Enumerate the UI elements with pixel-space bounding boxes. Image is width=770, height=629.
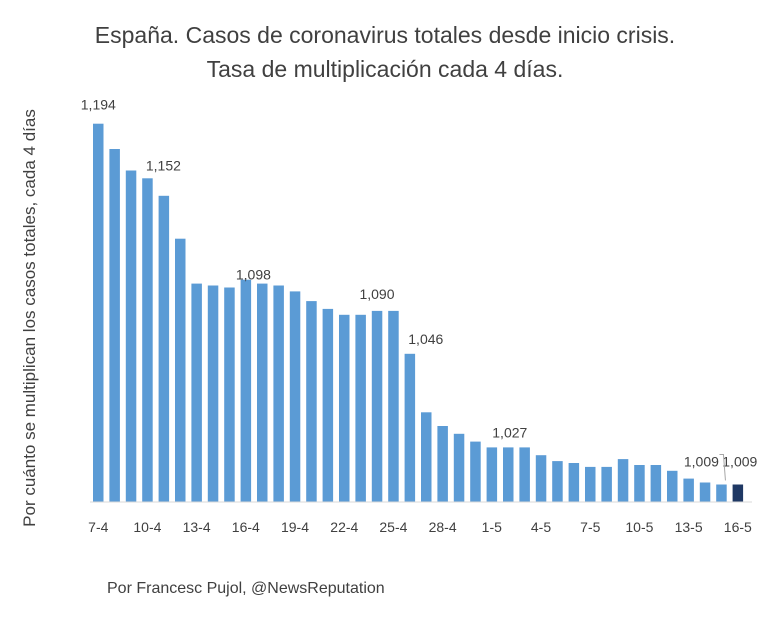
- bar-24-4: [371, 310, 383, 502]
- bar-group: [93, 123, 744, 503]
- data-label-16-5: 1,009: [722, 454, 757, 470]
- bar-11-4: [158, 195, 170, 503]
- bar-12-4: [175, 238, 186, 502]
- bar-10-5: [634, 465, 645, 502]
- bar-10-4: [142, 178, 153, 503]
- bar-2-5: [503, 447, 514, 502]
- x-tick-label: 4-5: [531, 519, 551, 535]
- x-tick-label: 19-4: [281, 519, 309, 535]
- x-tick-label: 1-5: [482, 519, 502, 535]
- chart-title: España. Casos de coronavirus totales des…: [0, 18, 770, 86]
- bar-15-5: [716, 484, 727, 502]
- data-label-26-4: 1,046: [408, 331, 443, 347]
- y-axis-label-container: Por cuánto se multiplican los casos tota…: [18, 88, 42, 548]
- bar-23-4: [355, 314, 366, 502]
- x-tick-label: 7-4: [88, 519, 108, 535]
- bar-8-5: [601, 466, 612, 502]
- bar-1-5: [486, 447, 498, 502]
- bar-21-4: [322, 308, 334, 502]
- bar-14-5: [699, 482, 711, 502]
- bar-18-4: [273, 285, 284, 502]
- bar-11-5: [650, 465, 662, 502]
- x-tick-label: 7-5: [580, 519, 600, 535]
- chart-title-line2: Tasa de multiplicación cada 4 días.: [206, 56, 564, 82]
- bar-9-4: [125, 170, 137, 502]
- data-label-1-5: 1,027: [492, 424, 527, 440]
- x-tick-label: 22-4: [330, 519, 358, 535]
- bar-20-4: [306, 301, 317, 502]
- chart-title-line1: España. Casos de coronavirus totales des…: [94, 22, 676, 48]
- bar-3-5: [519, 447, 530, 502]
- x-tick-label: 16-4: [232, 519, 260, 535]
- bar-16-5: [732, 484, 744, 502]
- x-tick-label: 10-4: [133, 519, 161, 535]
- bar-28-4: [437, 426, 448, 502]
- data-labels: 1,194 1,152 1,098 1,090 1,046 1,027 1,009 1,009: [81, 97, 758, 481]
- x-tick-label: 10-5: [625, 519, 653, 535]
- data-label-15-5: 1,009: [684, 454, 719, 470]
- y-axis-label: Por cuánto se multiplican los casos tota…: [20, 109, 39, 527]
- data-label-15-4: 1,098: [236, 267, 271, 283]
- bar-4-5: [535, 455, 547, 502]
- bar-27-4: [421, 412, 432, 502]
- data-label-7-4: 1,194: [81, 97, 116, 113]
- data-label-10-4: 1,152: [146, 157, 181, 173]
- x-tick-labels: 7-4 10-4 13-4 16-4 19-4 22-4 25-4 28-4 1-5 4-5 7-5…: [88, 519, 752, 535]
- bar-16-4: [240, 279, 252, 502]
- bar-9-5: [617, 459, 629, 502]
- x-tick-label: 13-4: [183, 519, 211, 535]
- bar-12-5: [667, 470, 678, 502]
- x-tick-label: 25-4: [379, 519, 407, 535]
- x-tick-label: 13-5: [675, 519, 703, 535]
- bar-30-4: [470, 441, 481, 502]
- bar-25-4: [388, 310, 399, 502]
- bar-26-4: [404, 353, 416, 502]
- bar-13-4: [191, 283, 202, 502]
- bar-13-5: [683, 478, 694, 502]
- bar-6-5: [568, 463, 580, 502]
- bar-19-4: [289, 291, 301, 502]
- bar-15-4: [224, 287, 235, 502]
- x-tick-label: 16-5: [724, 519, 752, 535]
- bar-22-4: [339, 314, 350, 502]
- data-label-leader-line: [719, 453, 726, 481]
- bar-5-5: [552, 461, 563, 502]
- bar-29-4: [453, 433, 465, 502]
- bar-17-4: [257, 283, 268, 502]
- bar-7-5: [585, 466, 596, 502]
- x-tick-label: 28-4: [429, 519, 457, 535]
- bar-8-4: [109, 149, 120, 502]
- bar-7-4: [93, 123, 104, 502]
- credit-text: Por Francesc Pujol, @NewsReputation: [107, 580, 385, 597]
- data-label-24-4: 1,090: [359, 286, 394, 302]
- bar-14-4: [207, 285, 219, 502]
